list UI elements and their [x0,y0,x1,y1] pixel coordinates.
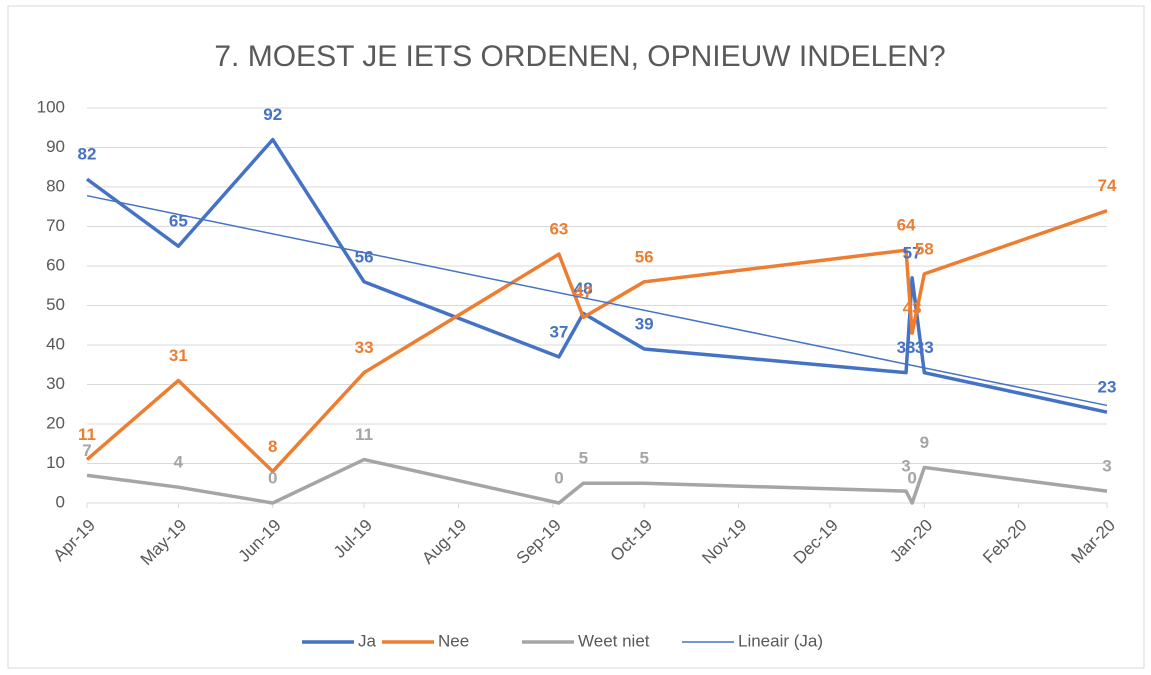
data-label: 74 [1098,176,1117,195]
data-label: 43 [903,299,922,318]
data-label: 57 [903,243,922,262]
data-label: 0 [907,468,916,487]
data-label: 92 [263,105,282,124]
data-label: 0 [268,468,277,487]
data-label: 33 [915,338,934,357]
y-tick-label: 10 [46,453,65,472]
legend-label: Weet niet [578,631,650,650]
data-label: 48 [574,279,593,298]
data-label: 82 [78,145,97,164]
data-label: 58 [915,239,934,258]
data-label: 0 [554,468,563,487]
data-label: 11 [78,425,96,444]
y-tick-label: 0 [56,492,65,511]
data-label: 37 [549,322,568,341]
legend-label: Lineair (Ja) [738,631,823,650]
y-tick-label: 60 [46,255,65,274]
y-tick-label: 100 [37,97,65,116]
data-label: 9 [920,433,929,452]
data-label: 33 [355,338,374,357]
legend-label: Ja [358,631,377,650]
data-label: 56 [355,247,374,266]
chart-frame [7,5,1145,669]
data-label: 63 [549,220,568,239]
trend-line [86,194,1108,407]
data-label: 65 [169,212,188,231]
data-label: 64 [897,216,916,235]
data-label: 3 [1102,457,1111,476]
data-label: 11 [355,425,373,444]
y-tick-label: 90 [46,137,65,156]
data-label: 56 [635,247,654,266]
data-label: 3 [901,457,910,476]
y-tick-label: 20 [46,413,65,432]
data-label: 4 [174,453,184,472]
data-label: 39 [635,314,654,333]
data-label: 33 [897,338,916,357]
series-line [86,457,1108,505]
data-label: 23 [1098,378,1117,397]
legend-label: Nee [438,631,469,650]
data-label: 5 [639,449,648,468]
y-tick-label: 50 [46,295,65,314]
chart-title: 7. MOEST JE IETS ORDENEN, OPNIEUW INDELE… [214,40,945,73]
y-tick-label: 80 [46,176,65,195]
data-label: 47 [574,283,593,302]
series-line [85,209,1108,474]
y-tick-label: 70 [46,216,65,235]
data-label: 5 [579,449,588,468]
data-label: 31 [169,346,188,365]
y-tick-label: 30 [46,374,65,393]
y-tick-label: 40 [46,334,65,353]
data-label: 7 [82,441,91,460]
data-label: 8 [268,437,277,456]
